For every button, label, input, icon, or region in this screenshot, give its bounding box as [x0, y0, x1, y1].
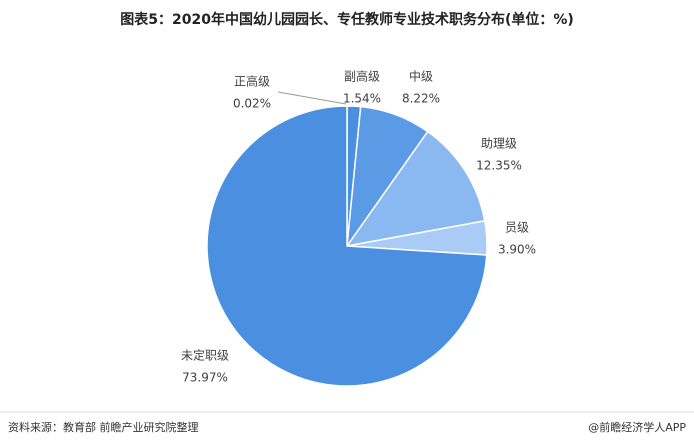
- value-label: 1.54%: [343, 92, 381, 106]
- credit: @前瞻经济学人APP: [588, 420, 686, 434]
- leader-line: [277, 91, 347, 105]
- slice-label: 助理级: [481, 137, 517, 151]
- value-label: 0.02%: [233, 97, 271, 111]
- value-label: 12.35%: [476, 159, 522, 173]
- value-label: 73.97%: [182, 371, 228, 385]
- slice-label: 正高级: [234, 74, 270, 89]
- slice-label: 员级: [505, 221, 529, 235]
- value-label: 3.90%: [498, 243, 536, 257]
- pie-slice: [206, 105, 488, 387]
- slice-label: 中级: [409, 69, 433, 84]
- value-label: 8.22%: [402, 92, 440, 106]
- slice-label: 未定职级: [181, 348, 229, 363]
- slice-label: 副高级: [344, 69, 380, 84]
- chart-title: 图表5：2020年中国幼儿园园长、专任教师专业技术职务分布(单位：%): [120, 11, 574, 28]
- pie-slice: [345, 130, 486, 248]
- source: 资料来源：教育部 前瞻产业研究院整理: [8, 420, 199, 434]
